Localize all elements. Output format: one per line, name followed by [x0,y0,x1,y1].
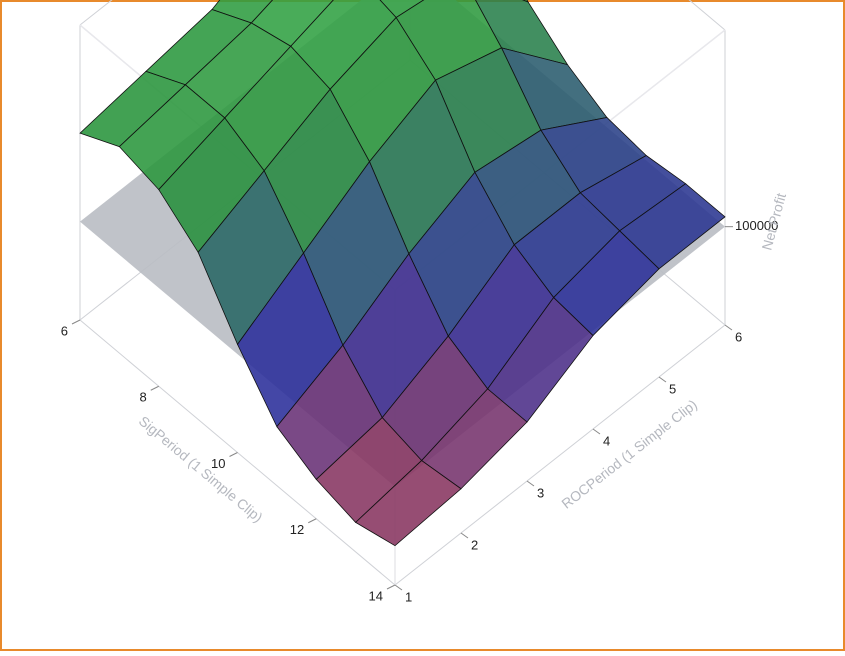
z-tick-label: 100000 [735,218,778,233]
x-tick-label: 8 [140,390,147,405]
y-tick-label: 1 [405,589,412,604]
y-tick-label: 5 [669,381,676,396]
surface [79,0,726,547]
y-tick [460,532,469,539]
surface-patch [354,460,462,547]
x-axis-title: SigPeriod (1 Simple Clip) [136,413,266,526]
x-tick-label: 6 [61,323,68,338]
box-edge [394,324,726,586]
x-tick [229,452,238,457]
y-tick [394,584,403,591]
y-tick-label: 6 [735,329,742,344]
y-tick-label: 2 [471,537,478,552]
x-tick-label: 14 [369,588,383,603]
x-tick-label: 12 [290,522,304,537]
x-tick [71,319,81,325]
y-tick [526,480,535,487]
y-tick [658,376,667,383]
y-tick [724,324,733,331]
y-axis-title: ROCPeriod (1 Simple Clip) [558,396,700,512]
x-tick [386,584,396,590]
y-tick [592,428,601,435]
x-tick [150,385,159,391]
y-tick-label: 4 [603,433,610,448]
x-tick [308,518,317,524]
x-tick-label: 10 [211,456,225,471]
y-tick-label: 3 [537,485,544,500]
